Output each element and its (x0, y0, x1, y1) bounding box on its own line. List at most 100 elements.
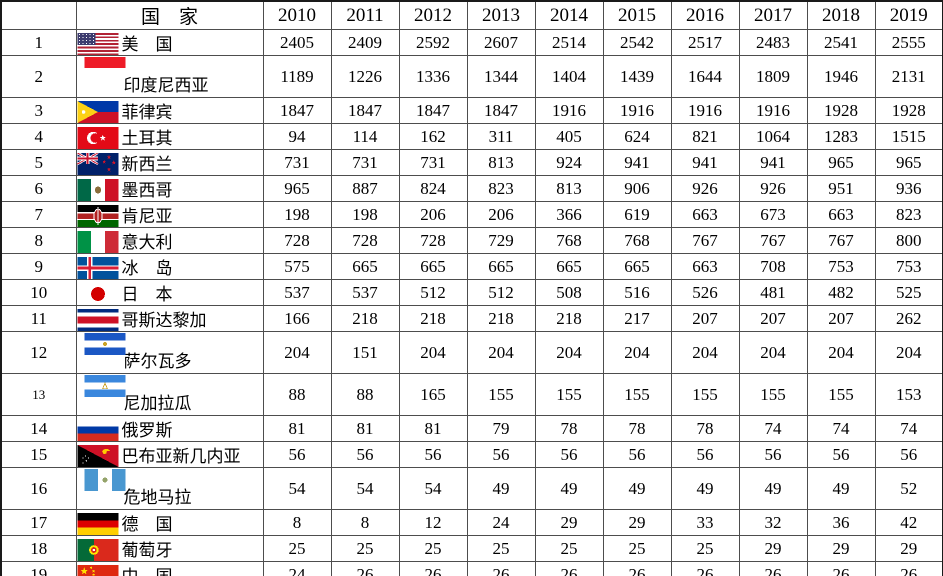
flag-usa-icon (77, 33, 119, 55)
value-cell: 78 (602, 415, 672, 442)
value-cell: 218 (330, 305, 400, 332)
value-cell: 2607 (466, 29, 536, 56)
value-cell: 204 (806, 331, 876, 374)
value-cell: 26 (398, 561, 468, 576)
header-year-2019: 2019 (874, 0, 943, 30)
value-cell: 729 (466, 227, 536, 254)
value-cell: 49 (806, 467, 876, 510)
header-row: 国 家 2010 2011 2012 2013 2014 2015 2016 2017 2018 2… (0, 0, 943, 30)
value-cell: 2131 (874, 55, 943, 98)
value-cell: 311 (466, 123, 536, 150)
country-cell: 葡萄牙 (75, 535, 264, 562)
value-cell: 52 (874, 467, 943, 510)
value-cell: 81 (398, 415, 468, 442)
value-cell: 25 (602, 535, 672, 562)
value-cell: 26 (874, 561, 943, 576)
value-cell: 114 (330, 123, 400, 150)
rank-cell: 16 (0, 467, 77, 510)
value-cell: 926 (670, 175, 740, 202)
value-cell: 207 (806, 305, 876, 332)
value-cell: 800 (874, 227, 943, 254)
value-cell: 42 (874, 509, 943, 536)
country-name: 中 国 (122, 567, 173, 576)
flag-turkey-icon (77, 127, 119, 149)
value-cell: 155 (738, 373, 808, 416)
value-cell: 162 (398, 123, 468, 150)
value-cell: 823 (466, 175, 536, 202)
value-cell: 29 (874, 535, 943, 562)
value-cell: 88 (330, 373, 400, 416)
value-cell: 1928 (874, 97, 943, 124)
value-cell: 2409 (330, 29, 400, 56)
header-country: 国 家 (75, 0, 264, 30)
value-cell: 728 (330, 227, 400, 254)
rank-cell: 7 (0, 201, 77, 228)
value-cell: 165 (398, 373, 468, 416)
value-cell: 906 (602, 175, 672, 202)
country-name: 新西兰 (121, 155, 173, 174)
country-cell: 意大利 (75, 227, 264, 254)
value-cell: 731 (398, 149, 468, 176)
value-cell: 619 (602, 201, 672, 228)
value-cell: 56 (398, 441, 468, 468)
table-row: 5 新西兰 731 731 731 813 924 941 941 941 965 965 (0, 149, 943, 176)
value-cell: 665 (534, 253, 604, 280)
table-row: 14 俄罗斯 81 81 81 79 78 78 78 74 74 74 (0, 415, 943, 442)
table-row: 7 肯尼亚 198 198 206 206 366 619 663 673 663 823 (0, 201, 943, 228)
value-cell: 1226 (330, 55, 400, 98)
country-cell: 美 国 (75, 29, 264, 56)
value-cell: 153 (874, 373, 943, 416)
rank-cell: 18 (0, 535, 77, 562)
value-cell: 25 (262, 535, 332, 562)
value-cell: 26 (738, 561, 808, 576)
value-cell: 204 (874, 331, 943, 374)
table-row: 6 墨西哥 965 887 824 823 813 906 926 926 951 936 (0, 175, 943, 202)
value-cell: 206 (398, 201, 468, 228)
country-name: 菲律宾 (121, 103, 173, 122)
header-year-2015: 2015 (602, 0, 672, 30)
table-row: 4 土耳其 94 114 162 311 405 624 821 1064 1283 1515 (0, 123, 943, 150)
value-cell: 813 (466, 149, 536, 176)
flag-el-salvador-icon (83, 333, 126, 355)
value-cell: 537 (330, 279, 400, 306)
value-cell: 575 (262, 253, 332, 280)
flag-new-zealand-icon (77, 153, 119, 175)
value-cell: 29 (806, 535, 876, 562)
rank-cell: 12 (0, 331, 77, 374)
value-cell: 731 (330, 149, 400, 176)
value-cell: 25 (330, 535, 400, 562)
value-cell: 26 (670, 561, 740, 576)
rank-cell: 5 (0, 149, 77, 176)
value-cell: 2405 (262, 29, 332, 56)
rank-cell: 14 (0, 415, 77, 442)
value-cell: 941 (738, 149, 808, 176)
value-cell: 218 (466, 305, 536, 332)
value-cell: 155 (466, 373, 536, 416)
country-cell: 巴布亚新几内亚 (75, 441, 264, 468)
rank-cell: 9 (0, 253, 77, 280)
country-cell: 新西兰 (75, 149, 264, 176)
table-row: 11 哥斯达黎加 166 218 218 218 218 217 207 207 207 262 (0, 305, 943, 332)
value-cell: 29 (602, 509, 672, 536)
value-cell: 366 (534, 201, 604, 228)
country-cell: 肯尼亚 (75, 201, 264, 228)
value-cell: 624 (602, 123, 672, 150)
country-cell: 土耳其 (75, 123, 264, 150)
value-cell: 663 (670, 253, 740, 280)
country-cell: 危地马拉 (75, 467, 264, 510)
value-cell: 54 (262, 467, 332, 510)
value-cell: 2514 (534, 29, 604, 56)
value-cell: 731 (262, 149, 332, 176)
value-cell: 1946 (806, 55, 876, 98)
value-cell: 49 (466, 467, 536, 510)
country-cell: 中 国 (75, 561, 264, 576)
value-cell: 155 (534, 373, 604, 416)
value-cell: 508 (534, 279, 604, 306)
value-cell: 1847 (466, 97, 536, 124)
country-cell: 印度尼西亚 (75, 55, 264, 98)
flag-papua-new-guinea-icon (77, 445, 119, 467)
rank-cell: 3 (0, 97, 77, 124)
country-name: 墨西哥 (121, 181, 173, 200)
